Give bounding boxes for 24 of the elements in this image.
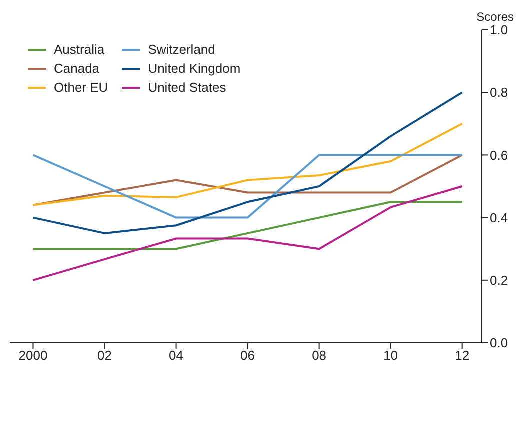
legend-label: Australia (54, 42, 105, 57)
x-tick-label: 08 (312, 348, 327, 364)
legend-label: United States (148, 80, 226, 95)
y-tick-label: 0.8 (490, 85, 508, 100)
line-series (32, 201, 464, 250)
x-tick-label: 06 (240, 348, 256, 364)
x-tick-label: 04 (169, 348, 184, 364)
y-tick-label: 0.6 (490, 148, 508, 163)
line-series (32, 186, 464, 282)
x-tick-label: 2000 (18, 348, 48, 364)
y-axis-title: Scores (476, 10, 514, 24)
y-tick-label: 0.4 (490, 210, 508, 226)
y-tick-label: 0.0 (490, 336, 508, 351)
legend-label: Other EU (54, 80, 108, 95)
line-series (32, 92, 464, 234)
x-tick-label: 12 (455, 348, 470, 364)
legend-label: Canada (54, 61, 100, 76)
x-tick-label: 02 (98, 348, 112, 364)
legend-label: United Kingdom (148, 61, 241, 76)
line-series (32, 122, 464, 206)
y-tick-label: 0.2 (490, 273, 508, 288)
x-tick-label: 10 (384, 348, 398, 364)
y-tick-label: 1.0 (490, 22, 508, 38)
legend-label: Switzerland (148, 42, 216, 57)
